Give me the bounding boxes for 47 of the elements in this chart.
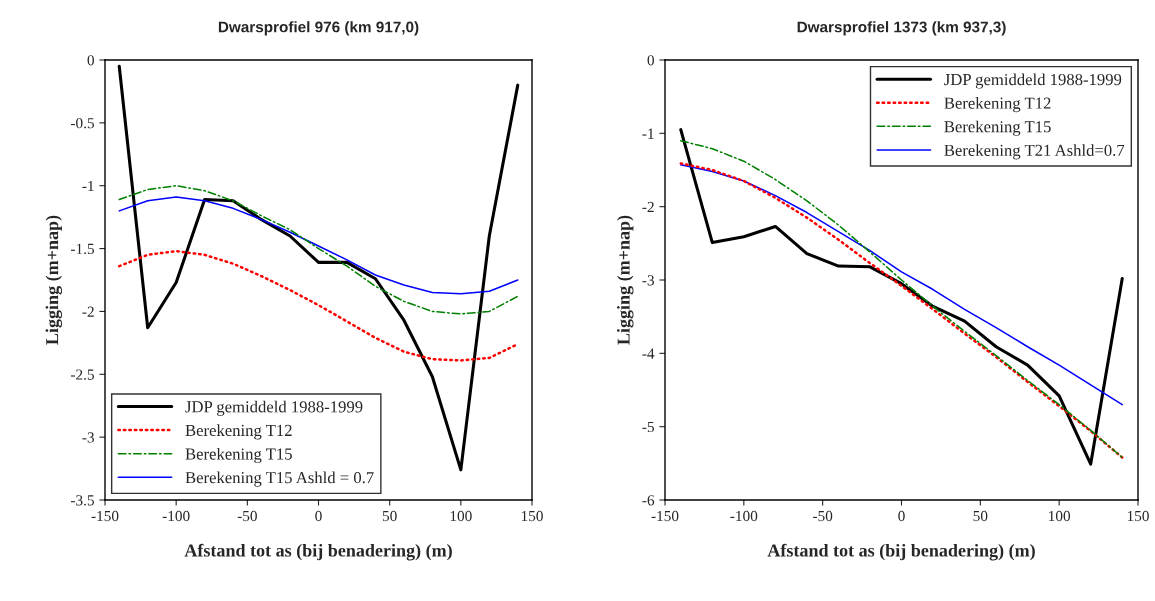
x-tick-label: -150: [91, 510, 119, 522]
y-tick-label: -1: [642, 128, 654, 139]
chart-title: Dwarsprofiel 976 (km 917,0): [218, 21, 419, 36]
x-axis-title: Afstand tot as (bij benadering) (m): [767, 543, 1035, 561]
legend-label: JDP gemiddeld 1988-1999: [944, 73, 1122, 89]
y-tick-label: -3: [642, 275, 654, 286]
x-tick-label: 50: [382, 510, 397, 522]
legend-label: JDP gemiddeld 1988-1999: [185, 400, 363, 416]
x-tick-label: 100: [450, 510, 472, 522]
y-tick-label: 0: [647, 55, 654, 66]
y-tick-label: -1.5: [70, 243, 94, 255]
line-series: [680, 164, 1123, 406]
y-tick-label: -6: [642, 495, 655, 506]
x-tick-label: -50: [813, 510, 833, 522]
legend-label: Berekening T15 Ashld = 0.7: [185, 471, 374, 487]
legend-label: Berekening T12: [185, 424, 292, 440]
chart-title: Dwarsprofiel 1373 (km 937,3): [797, 21, 1006, 36]
y-tick-label: -2.5: [70, 369, 94, 380]
legend-label: Berekening T21 Ashld=0.7: [944, 144, 1125, 160]
y-axis-title: Ligging (m+nap): [45, 215, 63, 345]
legend-label: Berekening T15: [185, 447, 292, 464]
x-tick-label: -150: [651, 510, 679, 522]
line-series: [118, 184, 519, 315]
y-tick-label: -3.5: [70, 495, 94, 506]
x-tick-label: -50: [237, 510, 257, 522]
x-tick-label: 150: [1127, 510, 1149, 522]
y-tick-label: -4: [642, 348, 655, 359]
x-tick-label: 50: [973, 510, 988, 522]
x-tick-label: -100: [730, 510, 758, 522]
y-tick-label: -1: [82, 180, 94, 192]
x-tick-label: 100: [1049, 510, 1071, 522]
y-tick-label: 0: [87, 55, 94, 66]
x-tick-label: -100: [162, 510, 190, 522]
x-tick-label: 150: [521, 510, 543, 522]
y-tick-label: -2: [642, 201, 654, 212]
y-tick-label: -3: [82, 432, 94, 443]
x-axis-title: Afstand tot as (bij benadering) (m): [184, 543, 452, 561]
x-tick-label: 0: [898, 510, 905, 522]
line-series: [117, 64, 520, 472]
x-tick-label: 0: [315, 510, 322, 522]
y-tick-label: -5: [642, 421, 654, 433]
y-tick-label: -2: [82, 306, 94, 317]
y-tick-label: -0.5: [70, 118, 94, 129]
legend-label: Berekening T15: [944, 120, 1051, 136]
line-series: [118, 196, 519, 295]
legend-label: Berekening T12: [944, 97, 1051, 113]
y-axis-title: Ligging (m+nap): [617, 215, 634, 345]
